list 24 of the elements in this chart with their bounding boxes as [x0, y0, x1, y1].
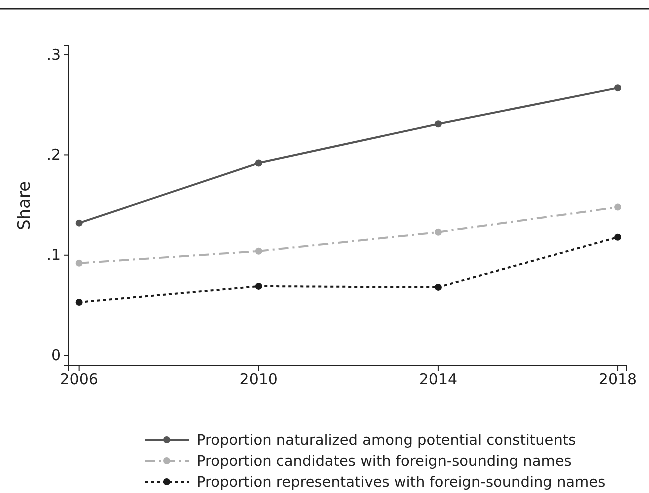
legend-label: Proportion representatives with foreign-sounding names	[197, 475, 606, 491]
legend-label: Proportion naturalized among potential constituents	[197, 433, 576, 449]
y-tick-label: .2	[46, 146, 61, 164]
point	[434, 228, 442, 236]
point	[614, 234, 622, 241]
point	[76, 260, 83, 267]
point	[614, 84, 622, 92]
x-tick-label: 2014	[419, 370, 458, 389]
point	[255, 282, 262, 290]
point	[614, 204, 622, 211]
point	[255, 248, 262, 255]
x-tick-label: 2010	[240, 370, 278, 389]
legend-label: Proportion candidates with foreign-sounding names	[197, 454, 572, 470]
y-tick-label: 0	[51, 346, 61, 364]
point	[434, 120, 442, 128]
x-tick-label: 2006	[60, 370, 98, 389]
point	[76, 298, 83, 306]
point	[76, 220, 83, 227]
y-tick-label: .3	[46, 46, 61, 64]
x-tick-label: 2018	[598, 370, 638, 389]
y-axis-title: Share	[15, 181, 35, 231]
point	[434, 284, 442, 291]
y-tick-label: .1	[46, 246, 61, 264]
point	[255, 160, 262, 167]
